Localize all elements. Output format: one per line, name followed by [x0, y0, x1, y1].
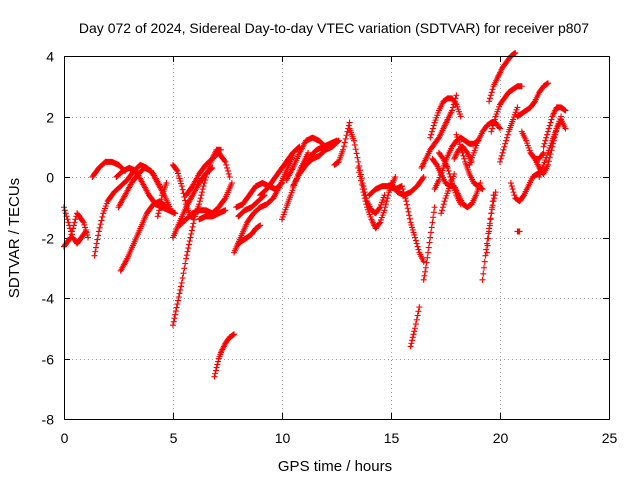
series-s34: [427, 95, 464, 141]
series-s43: [483, 192, 497, 256]
x-tick-label: 10: [275, 430, 291, 446]
series-s26: [346, 125, 388, 217]
x-axis-label: GPS time / hours: [278, 458, 392, 475]
series-s24: [300, 137, 340, 168]
series-s53: [536, 116, 569, 180]
series-s38: [438, 170, 458, 217]
series-s07: [113, 164, 179, 217]
series-s30: [398, 183, 427, 265]
series-s10: [170, 213, 198, 329]
series-s50: [518, 128, 547, 162]
series-s32: [418, 92, 460, 171]
series-s17: [231, 152, 296, 256]
series-s18: [235, 192, 268, 220]
series-s08: [154, 180, 170, 220]
series-s19: [235, 222, 264, 247]
series-s29: [388, 174, 427, 199]
y-axis-label: SDTVAR / TECUs: [6, 178, 23, 298]
y-tick-label: -8: [42, 412, 55, 428]
y-tick-label: -4: [42, 291, 55, 307]
y-tick-label: -6: [42, 352, 55, 368]
y-tick-label: -2: [42, 231, 55, 247]
y-tick-label: 4: [46, 49, 54, 65]
series-s49: [514, 80, 551, 120]
series-s33: [420, 204, 438, 283]
x-tick-label: 20: [493, 430, 509, 446]
chart-title: Day 072 of 2024, Sidereal Day-to-day VTE…: [79, 20, 589, 36]
series-s05: [115, 164, 174, 214]
series-s41: [453, 131, 486, 193]
series-s11: [183, 149, 233, 199]
x-tick-label: 15: [384, 430, 400, 446]
x-tick-label: 25: [602, 430, 618, 446]
series-s46: [497, 104, 521, 165]
plot-border: [64, 56, 610, 420]
series-s48: [514, 228, 523, 235]
series-s15: [211, 331, 238, 380]
data-series: [61, 49, 569, 380]
series-s12: [176, 180, 235, 229]
y-tick-label: 2: [46, 110, 54, 126]
series-s47: [507, 167, 545, 205]
series-s42: [479, 189, 499, 283]
series-s14: [196, 207, 229, 223]
series-s20: [257, 143, 303, 199]
series-s31: [407, 304, 423, 350]
x-tick-label: 5: [170, 430, 178, 446]
series-s13: [170, 164, 216, 241]
series-s52: [540, 104, 569, 150]
series-s44: [486, 49, 519, 105]
series-s03: [89, 158, 129, 180]
x-tick-label: 0: [61, 430, 69, 446]
series-s45: [488, 83, 525, 135]
y-tick-label: 0: [46, 170, 54, 186]
grid-lines: [64, 56, 609, 419]
